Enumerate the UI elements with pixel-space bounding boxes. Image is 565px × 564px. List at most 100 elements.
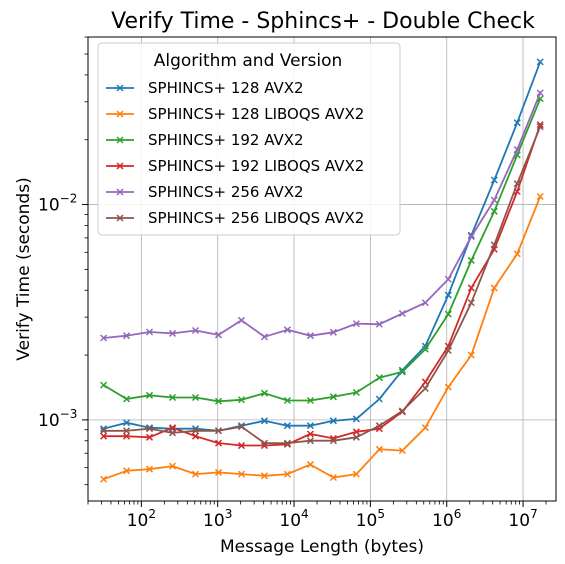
data-point (123, 467, 131, 475)
data-point (214, 331, 223, 339)
legend-label: SPHINCS+ 256 AVX2 (148, 183, 304, 201)
data-point (398, 447, 406, 455)
data-point (123, 395, 131, 403)
series-3 (100, 95, 544, 405)
data-point (536, 192, 544, 201)
series-6 (100, 123, 544, 447)
data-point (306, 422, 314, 430)
legend: Algorithm and Version SPHINCS+ 128 AVX2S… (97, 42, 401, 236)
data-point (329, 328, 337, 336)
data-point (168, 429, 177, 437)
data-point (467, 284, 475, 292)
data-point (467, 233, 475, 241)
data-point (329, 473, 337, 482)
series-line (103, 92, 542, 339)
y-tick-label: 10−2 (38, 192, 77, 216)
data-point (536, 58, 544, 66)
legend-item: SPHINCS+ 256 LIBOQS AVX2 (106, 209, 364, 227)
data-point (421, 424, 429, 432)
series-line (103, 124, 542, 447)
data-point (352, 415, 360, 423)
legend-item: SPHINCS+ 128 AVX2 (106, 79, 304, 97)
data-point (536, 89, 544, 97)
legend-marker (116, 214, 124, 222)
data-point (513, 250, 521, 258)
data-point (444, 275, 452, 283)
data-point (191, 470, 200, 478)
legend-items: SPHINCS+ 128 AVX2 SPHINCS+ 128 LIBOQS AVX… (106, 79, 364, 227)
data-point (490, 196, 498, 204)
data-point (168, 393, 177, 402)
legend-label: SPHINCS+ 128 LIBOQS AVX2 (148, 105, 364, 123)
data-point (123, 332, 131, 340)
data-point (146, 433, 154, 441)
chart-title: Verify Time - Sphincs+ - Double Check (111, 9, 535, 34)
data-point (375, 422, 383, 430)
legend-item: SPHINCS+ 128 LIBOQS AVX2 (106, 105, 364, 123)
data-point (100, 475, 108, 483)
data-point (513, 180, 521, 188)
data-point (513, 119, 521, 127)
legend-box (97, 42, 401, 236)
x-tick-label: 107 (508, 507, 537, 531)
legend-label: SPHINCS+ 256 LIBOQS AVX2 (148, 209, 364, 227)
x-axis-ticks: 102 103 104 105 106 107 (87, 501, 547, 531)
data-point (191, 326, 200, 335)
data-point (214, 439, 223, 447)
data-point (283, 422, 291, 430)
data-point (490, 241, 498, 249)
legend-marker (116, 188, 124, 196)
data-point (375, 320, 383, 328)
data-point (444, 346, 452, 355)
legend-marker (116, 162, 124, 170)
series-line (103, 126, 542, 445)
data-point (100, 432, 108, 440)
data-point (260, 417, 268, 425)
data-point (146, 391, 154, 399)
data-point (467, 299, 475, 307)
series-4 (100, 121, 544, 450)
data-point (329, 393, 337, 401)
x-tick-label: 106 (432, 507, 461, 531)
data-point (260, 439, 268, 447)
data-point (123, 419, 131, 427)
x-axis-label: Message Length (bytes) (220, 537, 424, 557)
data-point (100, 381, 108, 389)
data-point (146, 328, 154, 336)
data-point (444, 291, 452, 299)
x-tick-label: 103 (203, 507, 232, 531)
data-point (146, 465, 154, 473)
data-point (283, 470, 291, 478)
data-point (490, 176, 498, 184)
series-2 (100, 192, 544, 483)
data-point (467, 256, 475, 264)
series-line (103, 98, 542, 403)
data-point (123, 432, 131, 440)
series-layer (100, 58, 544, 483)
data-point (444, 310, 452, 318)
series-5 (100, 89, 544, 342)
legend-label: SPHINCS+ 192 LIBOQS AVX2 (148, 157, 364, 175)
data-point (467, 351, 475, 359)
data-point (421, 345, 429, 353)
data-point (237, 396, 246, 404)
data-point (100, 427, 108, 435)
data-point (398, 368, 406, 376)
legend-marker (116, 136, 124, 144)
data-point (214, 468, 223, 476)
data-point (536, 121, 544, 129)
data-point (329, 437, 337, 445)
data-point (444, 383, 452, 391)
data-point (375, 445, 383, 453)
legend-item: SPHINCS+ 256 AVX2 (106, 183, 304, 201)
y-axis-label: Verify Time (seconds) (14, 177, 34, 360)
data-point (260, 333, 268, 341)
data-point (306, 396, 314, 405)
data-point (398, 407, 406, 415)
data-point (123, 427, 131, 435)
data-point (146, 425, 154, 433)
data-point (329, 417, 337, 425)
data-point (306, 437, 314, 445)
data-point (260, 389, 268, 397)
